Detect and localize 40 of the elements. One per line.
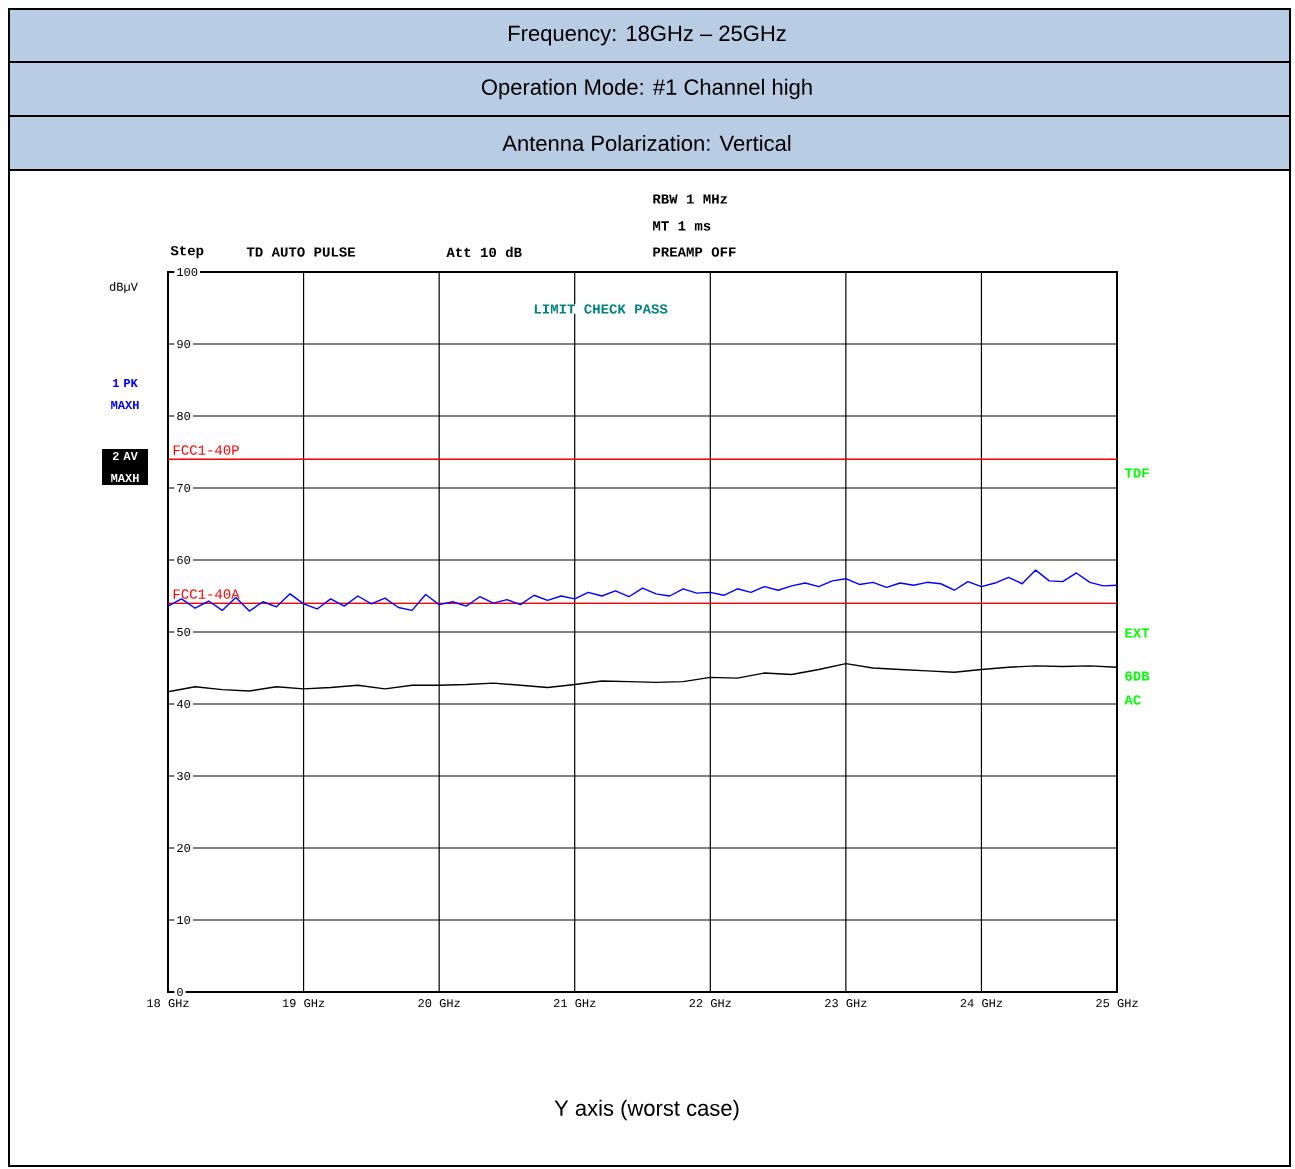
text: EXT <box>1125 628 1150 638</box>
x-tick-label: 24 GHz <box>960 999 1003 1008</box>
y-tick-label: 80 <box>177 411 191 421</box>
ref-line-label: FCC1-40P <box>173 445 239 455</box>
x-tick-label: 23 GHz <box>825 999 867 1008</box>
line-series <box>168 569 1118 612</box>
text: Y axis (worst case) <box>554 1099 739 1121</box>
chart-subtitle: Operation Mode: #1 Channel high <box>481 78 812 100</box>
text: Antenna Polarization: Vertical <box>502 134 791 152</box>
y-tick-label: 90 <box>177 339 191 349</box>
y-tick-label: 10 <box>177 915 191 925</box>
y-tick-label: 30 <box>177 771 191 781</box>
y-tick-label: 100 <box>177 267 198 277</box>
y-tick-label: 50 <box>177 627 191 637</box>
y-tick-label: 40 <box>177 699 191 709</box>
y-tick-label: 0 <box>177 987 183 997</box>
text: TDF <box>1124 468 1149 478</box>
annotation: LIMIT CHECK PASS <box>534 304 668 314</box>
text: RBW 1 MHz <box>653 194 727 204</box>
text: TD AUTO PULSE <box>246 247 356 257</box>
text: Att 10 dB <box>446 246 522 258</box>
x-tick-label: 21 GHz <box>553 999 596 1008</box>
chart-title: Frequency: 18GHz – 25GHz <box>509 25 786 46</box>
text: Step <box>170 245 204 259</box>
text: AC <box>1124 695 1141 705</box>
text: 2 AV MAXH <box>111 451 139 483</box>
y-tick-label: 60 <box>177 555 191 565</box>
text: MT 1 ms <box>653 221 711 231</box>
x-tick-label: 20 GHz <box>418 999 460 1008</box>
x-tick-label: 18 GHz <box>147 999 189 1008</box>
x-tick-label: 19 GHz <box>282 999 325 1008</box>
y-tick-label: 20 <box>177 843 191 853</box>
text: PREAMP OFF <box>653 247 736 257</box>
text: 6DB <box>1125 671 1150 681</box>
ref-line-label: FCC1-40A <box>173 589 240 599</box>
y-tick-label: 70 <box>177 483 191 493</box>
x-tick-label: 25 GHz <box>1096 999 1138 1008</box>
y-axis-title: dBµV <box>109 282 138 294</box>
text: 1 PK MAXH <box>111 379 139 409</box>
x-tick-label: 22 GHz <box>689 999 731 1008</box>
